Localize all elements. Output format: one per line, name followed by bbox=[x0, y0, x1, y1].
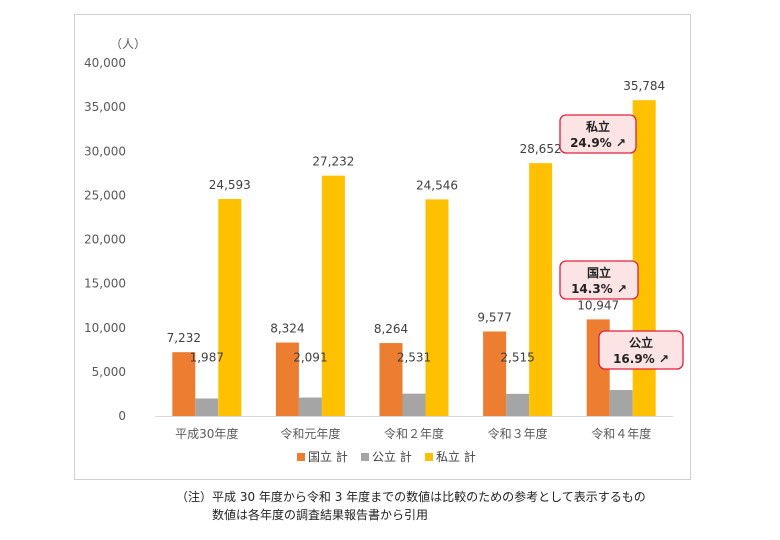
legend-label: 公立 計 bbox=[372, 449, 412, 464]
bar-data-label: 35,784 bbox=[623, 79, 665, 93]
callout-title: 国立 bbox=[587, 265, 611, 280]
callout-value: 14.3% ↗ bbox=[571, 282, 627, 296]
bar bbox=[321, 175, 345, 416]
y-axis-unit-label: （人） bbox=[110, 37, 146, 51]
chart-frame: （人） 0 5,000 10,000 15,000 20,000 25,000 30,000… bbox=[74, 14, 691, 480]
annotation-callout: 公立 16.9% ↗ bbox=[598, 330, 684, 370]
x-tick-label: 令和２年度 bbox=[384, 426, 444, 441]
bar-chart: （人） 0 5,000 10,000 15,000 20,000 25,000 30,000… bbox=[84, 37, 684, 464]
y-axis-ticks: 0 5,000 10,000 15,000 20,000 25,000 30,000 35,0… bbox=[84, 56, 126, 423]
bar bbox=[172, 352, 196, 416]
annotation-callouts: 私立 24.9% ↗ 国立 14.3% ↗ 公立 16.9% ↗ bbox=[559, 114, 684, 370]
callout-value: 16.9% ↗ bbox=[613, 352, 669, 366]
legend-label: 私立 計 bbox=[436, 449, 476, 464]
bar bbox=[506, 393, 530, 416]
bar-data-label: 7,232 bbox=[167, 331, 201, 345]
bar-data-label: 28,652 bbox=[520, 142, 562, 156]
y-tick-label: 30,000 bbox=[84, 144, 126, 158]
bar bbox=[275, 342, 299, 416]
y-tick-label: 15,000 bbox=[84, 277, 126, 291]
x-tick-label: 令和元年度 bbox=[280, 426, 340, 441]
x-axis-ticks: 平成30年度 令和元年度 令和２年度 令和３年度 令和４年度 bbox=[175, 426, 651, 441]
legend-swatch bbox=[297, 453, 305, 461]
bar-data-label: 8,264 bbox=[374, 322, 408, 336]
bar bbox=[402, 393, 426, 416]
y-tick-label: 25,000 bbox=[84, 188, 126, 202]
footnote-line-2: 数値は各年度の調査結果報告書から引用 bbox=[212, 508, 429, 522]
bar bbox=[218, 198, 242, 416]
legend-label: 国立 計 bbox=[308, 449, 348, 464]
bar bbox=[483, 331, 507, 416]
bar bbox=[425, 199, 449, 416]
bar bbox=[609, 390, 633, 416]
x-tick-label: 令和４年度 bbox=[591, 426, 651, 441]
footnote-line-1: （注）平成 30 年度から令和 3 年度までの数値は比較のための参考として表示す… bbox=[176, 490, 646, 504]
legend-swatch bbox=[425, 453, 433, 461]
legend-swatch bbox=[361, 453, 369, 461]
annotation-callout: 私立 24.9% ↗ bbox=[559, 114, 637, 154]
bar-data-label: 2,091 bbox=[293, 350, 327, 364]
footnote: （注）平成 30 年度から令和 3 年度までの数値は比較のための参考として表示す… bbox=[176, 488, 646, 524]
bar-data-label: 24,593 bbox=[209, 178, 251, 192]
callout-title: 公立 bbox=[629, 335, 653, 350]
y-tick-label: 35,000 bbox=[84, 100, 126, 114]
annotation-callout: 国立 14.3% ↗ bbox=[559, 260, 639, 300]
callout-box bbox=[559, 260, 639, 300]
y-tick-label: 0 bbox=[118, 409, 126, 423]
bar-data-label: 1,987 bbox=[190, 350, 224, 364]
legend: 国立 計 公立 計 私立 計 bbox=[297, 449, 476, 464]
bar-data-label: 24,546 bbox=[416, 178, 458, 192]
callout-title: 私立 bbox=[585, 119, 610, 134]
x-tick-label: 令和３年度 bbox=[488, 426, 548, 441]
callout-box bbox=[559, 114, 637, 154]
bar-data-label: 2,531 bbox=[397, 350, 431, 364]
bar-data-label: 27,232 bbox=[312, 155, 354, 169]
bar bbox=[379, 343, 403, 416]
y-tick-label: 5,000 bbox=[92, 365, 126, 379]
bar bbox=[529, 163, 553, 416]
bar-data-label: 9,577 bbox=[477, 310, 511, 324]
callout-box bbox=[598, 330, 684, 370]
bar-data-label: 10,947 bbox=[577, 298, 619, 312]
bar-data-label: 8,324 bbox=[270, 322, 304, 336]
x-tick-label: 平成30年度 bbox=[175, 426, 238, 441]
y-tick-label: 10,000 bbox=[84, 321, 126, 335]
callout-value: 24.9% ↗ bbox=[570, 136, 626, 150]
bar-data-label: 2,515 bbox=[500, 350, 534, 364]
bar bbox=[195, 398, 219, 416]
y-tick-label: 40,000 bbox=[84, 56, 126, 70]
y-tick-label: 20,000 bbox=[84, 233, 126, 247]
bar bbox=[298, 397, 322, 416]
